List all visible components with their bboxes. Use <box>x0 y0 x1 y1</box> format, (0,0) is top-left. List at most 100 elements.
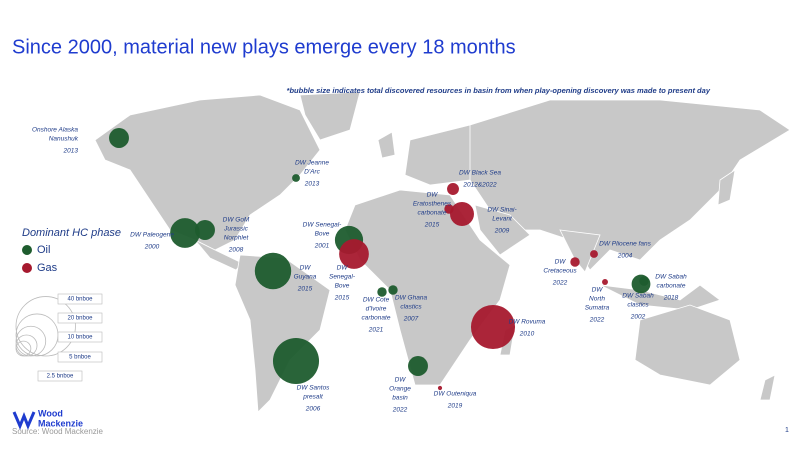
play-bubble <box>195 220 215 240</box>
play-year: 2015 <box>297 286 313 293</box>
play-name: Eratosthenes <box>413 201 452 208</box>
play-bubble <box>272 337 320 385</box>
size-label: 40 bnboe <box>67 297 93 303</box>
legend-label: Gas <box>37 262 58 274</box>
play-bubble <box>170 218 200 248</box>
play-year: 2010 <box>519 331 535 338</box>
play-year: 2007 <box>403 316 419 323</box>
play-name: Guyana <box>294 274 317 281</box>
play-year: 2004 <box>617 253 633 260</box>
size-scale-circle <box>15 340 32 357</box>
source: Source: Wood Mackenzie <box>12 427 104 436</box>
play-year: 2019 <box>447 403 463 410</box>
size-scale-circle <box>15 325 47 357</box>
play-name: DW <box>337 265 349 272</box>
play-bubble <box>377 287 387 297</box>
play-year: 2006 <box>305 406 321 413</box>
play-name: clastics <box>400 304 422 311</box>
size-label-box <box>57 312 103 324</box>
logo-mark <box>12 411 36 430</box>
size-label-box <box>57 331 103 343</box>
size-scale-circle <box>15 296 76 357</box>
play-name: Sumatra <box>585 305 610 312</box>
play-name: DW <box>555 259 567 266</box>
play-bubble <box>388 285 398 295</box>
legend-label: Oil <box>37 244 50 256</box>
play-bubble <box>408 356 428 376</box>
size-label: 10 bnboe <box>67 335 93 341</box>
play-name: DW <box>300 265 312 272</box>
play-name: Orange <box>389 386 411 393</box>
play-name: Jurassic <box>223 226 249 233</box>
play-bubble <box>602 279 608 285</box>
play-name: DW Santos <box>297 385 331 392</box>
size-scale-circle <box>15 313 59 357</box>
play-name: Bove <box>335 283 350 290</box>
play-name: Senegal- <box>329 274 356 281</box>
play-name: DW Sinai- <box>487 207 517 214</box>
size-label-box <box>57 293 103 305</box>
play-bubble <box>447 183 459 195</box>
play-year: 2015 <box>424 222 440 229</box>
play-name: DW Pliocene fans <box>599 241 651 248</box>
play-bubble <box>639 276 649 286</box>
play-year: 2022 <box>589 317 605 324</box>
logo-text: Wood <box>38 408 63 418</box>
play-name: DW Senegal- <box>303 222 342 229</box>
play-year: 2001 <box>314 243 330 250</box>
play-name: basin <box>392 395 408 402</box>
play-name: Levant <box>492 216 513 223</box>
play-bubble <box>470 304 516 350</box>
play-year: 2015 <box>334 295 350 302</box>
play-name: DW Outeniqua <box>434 391 477 398</box>
play-year: 2022 <box>392 407 408 414</box>
play-bubble <box>339 239 369 269</box>
logo-text: Mackenzie <box>38 418 83 428</box>
play-name: d'Ivoire <box>366 306 387 313</box>
play-year: 2009 <box>494 228 510 235</box>
play-year: 2018 <box>663 295 679 302</box>
play-name: DW <box>592 287 604 294</box>
size-scale-circle <box>15 334 38 357</box>
size-label-box <box>57 351 103 363</box>
play-name: presalt <box>302 394 324 401</box>
play-year: 2008 <box>228 247 244 254</box>
size-label-box <box>37 370 83 382</box>
legend-swatch <box>22 263 32 273</box>
page-number: 1 <box>785 427 789 434</box>
play-year: 2012&2022 <box>462 182 497 189</box>
play-name: DW Rovuma <box>509 319 546 326</box>
legend-title: Dominant HC phase <box>22 227 121 239</box>
play-bubble <box>450 202 474 226</box>
play-bubble <box>254 252 292 290</box>
play-name: DW Black Sea <box>459 170 501 177</box>
play-name: DW <box>395 377 407 384</box>
play-year: 2002 <box>630 314 646 321</box>
play-name: DW Ghana <box>395 295 428 302</box>
play-bubble <box>590 250 598 258</box>
play-name: DW Cote <box>363 297 390 304</box>
size-label: 5 bnboe <box>69 355 91 361</box>
size-label: 20 bnboe <box>67 316 93 322</box>
play-name: DW Sabah <box>622 293 654 300</box>
play-name: DW Paleogene <box>130 232 174 239</box>
play-name: DW Sabah <box>655 274 687 281</box>
play-name: clastics <box>627 302 649 309</box>
play-name: DW Jeanne <box>295 160 329 167</box>
note: *bubble size indicates total discovered … <box>287 86 711 95</box>
logo: Wood Mackenzie <box>12 408 83 430</box>
play-year: 2022 <box>552 280 568 287</box>
play-year: 2021 <box>368 327 384 334</box>
play-name: Nanushuk <box>49 136 79 143</box>
title: Since 2000, material new plays emerge ev… <box>12 36 516 58</box>
play-name: carbonate <box>362 315 391 322</box>
play-name: Cretaceous <box>543 268 577 275</box>
play-name: North <box>589 296 605 303</box>
play-year: 2013 <box>63 148 79 155</box>
play-name: D'Arc <box>304 169 320 176</box>
play-name: Bove <box>315 231 330 238</box>
play-name: Onshore Alaska <box>32 127 78 134</box>
play-name: carbonate <box>418 210 447 217</box>
play-name: DW <box>427 192 439 199</box>
